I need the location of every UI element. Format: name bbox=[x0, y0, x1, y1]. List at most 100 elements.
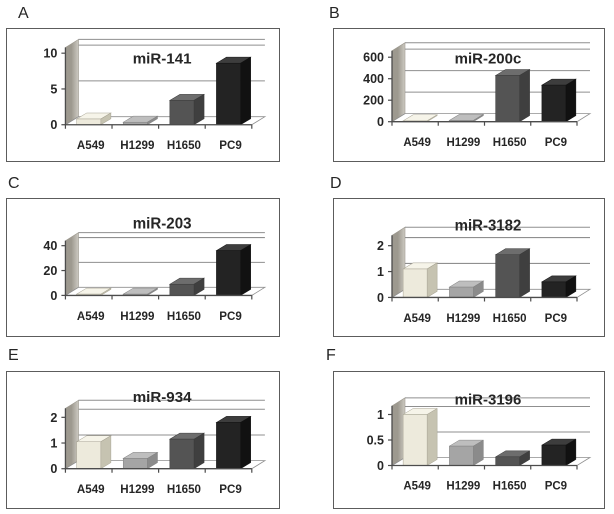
panel-a-chart-box: 0 5 10 A549 H1299 H1650 PC9 miR-141 bbox=[6, 28, 280, 162]
bar-A549 bbox=[75, 112, 112, 126]
panel-e-chart-box: 0 1 2 A549 H1299 H1650 PC9 miR-934 bbox=[6, 371, 280, 509]
chart-title: miR-141 bbox=[133, 50, 192, 67]
x-category-label-H1650: H1650 bbox=[493, 313, 527, 325]
x-category-label-H1299: H1299 bbox=[120, 484, 155, 496]
bar-front-face bbox=[449, 286, 474, 298]
panel-b-chart-box: 0 200 400 600 A549 H1299 H1650 PC9 miR-200c bbox=[333, 28, 605, 162]
bar-side-face bbox=[100, 435, 112, 470]
bar-front-face bbox=[495, 456, 520, 466]
y-tick-label-400: 400 bbox=[363, 72, 384, 86]
bar-front-face bbox=[76, 441, 102, 469]
bar-chart-mir-203: 0 20 40 A549 H1299 H1650 PC9 miR-203 bbox=[43, 215, 267, 323]
x-category-label-A549: A549 bbox=[77, 484, 105, 496]
chart-title: miR-934 bbox=[133, 389, 192, 406]
y-tick-label-0.5: 0.5 bbox=[367, 434, 384, 448]
bar-front-face bbox=[495, 75, 520, 122]
bar-H1299 bbox=[122, 451, 159, 470]
bar-chart-mir-934: 0 1 2 A549 H1299 H1650 PC9 miR-934 bbox=[50, 389, 267, 496]
bar-side-face bbox=[426, 262, 438, 298]
bar-side-face bbox=[565, 78, 577, 123]
y-tick-label-10: 10 bbox=[43, 47, 57, 61]
y-tick-label-5: 5 bbox=[50, 82, 57, 96]
bar-PC9 bbox=[540, 438, 577, 466]
bar-H1650 bbox=[168, 432, 205, 470]
y-tick-label-0: 0 bbox=[50, 462, 57, 476]
y-tick-label-0: 0 bbox=[50, 118, 57, 132]
bar-A549 bbox=[75, 435, 112, 470]
y-tick-label-40: 40 bbox=[43, 239, 57, 253]
chart-3d-wall bbox=[65, 38, 79, 126]
bar-front-face bbox=[169, 100, 195, 125]
chart-3d-wall bbox=[391, 42, 406, 123]
panel-letter-f: F bbox=[326, 347, 336, 364]
x-category-label-H1650: H1650 bbox=[167, 140, 201, 152]
x-category-label-H1299: H1299 bbox=[446, 137, 480, 149]
x-category-label-A549: A549 bbox=[403, 313, 431, 325]
bar-front-face bbox=[76, 118, 102, 125]
bar-front-face bbox=[169, 438, 195, 469]
panel-letter-b: B bbox=[329, 5, 340, 22]
bar-A549 bbox=[402, 262, 439, 298]
x-category-label-H1650: H1650 bbox=[167, 310, 201, 323]
bar-side-face bbox=[519, 248, 530, 298]
y-tick-label-1: 1 bbox=[377, 265, 384, 279]
bar-PC9 bbox=[540, 275, 577, 298]
bar-front-face bbox=[449, 445, 474, 466]
x-category-label-A549: A549 bbox=[403, 481, 431, 493]
y-tick-label-2: 2 bbox=[50, 411, 57, 425]
bar-H1650 bbox=[494, 68, 531, 123]
y-tick-label-600: 600 bbox=[363, 51, 384, 65]
chart-3d-wall bbox=[65, 232, 79, 296]
y-tick-label-0: 0 bbox=[377, 459, 384, 473]
bar-front-face bbox=[169, 283, 195, 296]
y-tick-label-1: 1 bbox=[50, 437, 57, 451]
x-category-label-PC9: PC9 bbox=[219, 140, 242, 152]
bar-front-face bbox=[216, 250, 241, 296]
x-category-label-H1650: H1650 bbox=[167, 484, 201, 496]
bar-front-face bbox=[541, 281, 567, 298]
bar-front-face bbox=[495, 254, 520, 298]
bar-chart-mir-141: 0 5 10 A549 H1299 H1650 PC9 miR-141 bbox=[43, 38, 267, 152]
bar-H1299 bbox=[448, 439, 485, 466]
bar-H1299 bbox=[448, 280, 485, 298]
panel-c-chart-box: 0 20 40 A549 H1299 H1650 PC9 miR-203 bbox=[6, 198, 280, 337]
panel-letter-e: E bbox=[8, 347, 19, 364]
x-category-label-A549: A549 bbox=[403, 137, 430, 149]
bar-front-face bbox=[541, 84, 567, 122]
bar-side-face bbox=[426, 408, 438, 466]
x-category-label-H1650: H1650 bbox=[493, 137, 527, 149]
bar-chart-mir-3182: 0 1 2 A549 H1299 H1650 PC9 miR-3182 bbox=[377, 217, 592, 325]
bar-H1650 bbox=[494, 248, 531, 298]
x-category-label-H1299: H1299 bbox=[446, 481, 480, 493]
y-tick-label-2: 2 bbox=[377, 239, 384, 253]
bar-PC9 bbox=[215, 415, 252, 470]
x-category-label-A549: A549 bbox=[77, 310, 105, 323]
chart-title: miR-3182 bbox=[455, 217, 522, 234]
bar-front-face bbox=[541, 444, 567, 466]
x-category-label-PC9: PC9 bbox=[545, 137, 567, 149]
bar-chart-mir-200c: 0 200 400 600 A549 H1299 H1650 PC9 miR-200c bbox=[363, 42, 592, 149]
bar-H1650 bbox=[494, 450, 531, 466]
x-category-label-PC9: PC9 bbox=[545, 481, 567, 493]
x-category-label-H1650: H1650 bbox=[493, 481, 527, 493]
bar-front-face bbox=[402, 268, 428, 298]
bar-A549 bbox=[402, 408, 439, 466]
x-category-label-H1299: H1299 bbox=[120, 140, 155, 152]
y-tick-label-0: 0 bbox=[377, 291, 384, 305]
bar-PC9 bbox=[540, 78, 577, 123]
bar-chart-mir-3196: 0 0.5 1 A549 H1299 H1650 PC9 miR-3196 bbox=[367, 392, 592, 493]
bar-side-face bbox=[240, 244, 251, 296]
y-tick-label-200: 200 bbox=[363, 94, 384, 108]
bar-H1650 bbox=[168, 277, 205, 296]
bar-front-face bbox=[402, 414, 428, 466]
bar-H1650 bbox=[168, 93, 205, 126]
bar-side-face bbox=[193, 432, 205, 470]
panel-letter-c: C bbox=[8, 175, 20, 192]
chart-title: miR-200c bbox=[455, 50, 522, 67]
x-category-label-PC9: PC9 bbox=[545, 313, 568, 325]
y-tick-label-0: 0 bbox=[50, 289, 57, 303]
chart-title: miR-3196 bbox=[455, 392, 522, 409]
bar-front-face bbox=[216, 422, 241, 469]
bar-front-face bbox=[122, 458, 148, 469]
